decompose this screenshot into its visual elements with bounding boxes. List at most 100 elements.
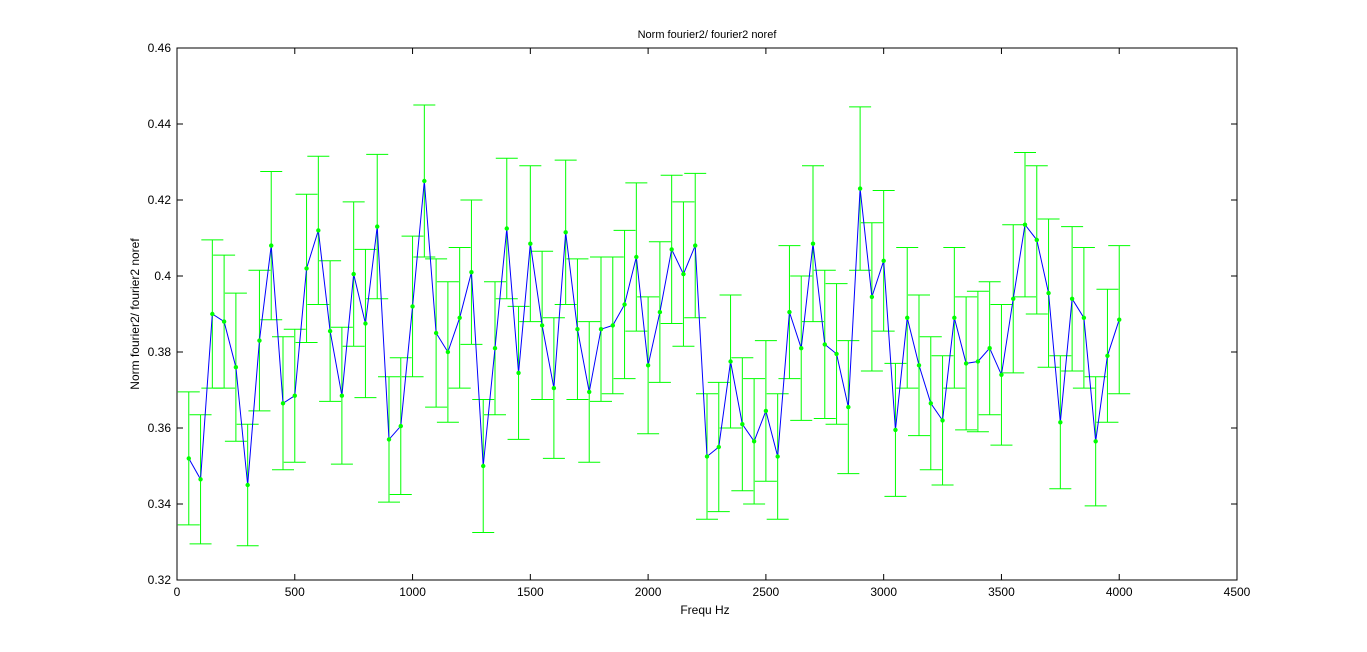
data-point xyxy=(846,404,851,410)
data-point xyxy=(751,439,757,444)
data-point xyxy=(693,243,698,248)
data-point xyxy=(1011,296,1016,301)
chart-title: Norm fourier2/ fourier2 noref xyxy=(638,29,778,41)
data-point xyxy=(869,294,875,300)
data-point xyxy=(834,351,839,357)
data-point xyxy=(1093,439,1098,444)
data-point xyxy=(386,437,392,442)
data-point xyxy=(221,319,227,324)
data-points xyxy=(186,178,1122,488)
data-point xyxy=(280,401,286,406)
data-point xyxy=(269,243,274,248)
x-tick-label: 4500 xyxy=(1224,585,1251,599)
data-point xyxy=(539,323,545,328)
data-point xyxy=(233,365,239,370)
series-line xyxy=(188,180,1120,486)
data-point xyxy=(398,423,403,429)
x-axis: 0 500 1000 1500 2000 2500 3000 3500 4000 4500 xyxy=(174,48,1251,599)
data-point xyxy=(634,254,639,260)
x-tick-label: 1500 xyxy=(517,585,544,599)
data-point xyxy=(740,422,745,427)
data-point xyxy=(716,444,721,450)
data-point xyxy=(799,346,804,351)
y-axis-label: Norm fourier2/ fourier2 noref xyxy=(128,238,142,390)
x-tick-label: 0 xyxy=(174,585,181,599)
data-point xyxy=(822,342,827,347)
y-tick-label: 0.32 xyxy=(148,573,172,587)
x-tick-label: 2000 xyxy=(635,585,662,599)
data-point xyxy=(999,372,1004,377)
data-point xyxy=(587,389,592,395)
data-point xyxy=(575,327,580,332)
data-point xyxy=(422,178,427,184)
data-point xyxy=(763,408,769,414)
x-tick-label: 4000 xyxy=(1106,585,1133,599)
data-point xyxy=(598,327,604,332)
data-point xyxy=(645,363,651,368)
data-point xyxy=(375,224,380,229)
x-tick-label: 500 xyxy=(285,585,305,599)
data-point xyxy=(681,271,686,277)
y-tick-label: 0.46 xyxy=(148,41,172,55)
data-point xyxy=(1069,296,1075,301)
data-point xyxy=(363,321,368,326)
data-point xyxy=(610,323,615,328)
data-point xyxy=(787,309,792,315)
data-point xyxy=(210,311,215,317)
data-point xyxy=(445,349,451,355)
data-point xyxy=(245,482,250,488)
data-point xyxy=(905,315,910,320)
data-point xyxy=(975,359,981,364)
data-point xyxy=(1022,222,1028,227)
data-point xyxy=(622,302,627,307)
x-tick-label: 1000 xyxy=(399,585,426,599)
y-tick-label: 0.4 xyxy=(154,269,171,283)
data-point xyxy=(916,363,922,368)
data-point xyxy=(351,271,356,277)
data-point xyxy=(881,258,886,263)
data-point xyxy=(669,247,674,252)
data-point xyxy=(1034,237,1039,243)
data-point xyxy=(292,393,297,398)
data-point xyxy=(304,266,309,271)
data-point xyxy=(257,338,262,343)
data-point xyxy=(928,401,933,406)
data-point xyxy=(481,463,486,469)
data-point xyxy=(551,385,557,391)
data-point xyxy=(469,270,474,275)
data-point xyxy=(857,186,863,191)
data-point xyxy=(186,456,191,461)
data-point xyxy=(504,226,509,231)
y-tick-label: 0.44 xyxy=(148,117,172,131)
y-tick-label: 0.36 xyxy=(148,421,172,435)
data-point xyxy=(316,228,321,233)
x-tick-label: 3500 xyxy=(988,585,1015,599)
data-point xyxy=(339,393,345,398)
data-point xyxy=(987,346,992,351)
data-point xyxy=(492,346,498,351)
y-tick-label: 0.42 xyxy=(148,193,172,207)
data-point xyxy=(728,359,733,364)
data-point xyxy=(516,370,521,376)
data-point xyxy=(1117,317,1122,322)
data-point xyxy=(1105,353,1110,358)
data-point xyxy=(1058,420,1063,425)
y-tick-label: 0.38 xyxy=(148,345,172,359)
x-tick-label: 2500 xyxy=(753,585,780,599)
y-axis: 0.32 0.34 0.36 0.38 0.4 0.42 0.44 0.46 xyxy=(148,41,1237,587)
data-point xyxy=(410,304,415,309)
data-point xyxy=(810,241,816,246)
data-point xyxy=(1081,315,1087,320)
data-point xyxy=(963,361,969,366)
data-point xyxy=(952,315,957,320)
data-point xyxy=(893,427,898,433)
x-axis-label: Frequ Hz xyxy=(680,603,729,617)
data-point xyxy=(775,454,780,459)
y-tick-label: 0.34 xyxy=(148,497,172,511)
data-point xyxy=(198,477,203,482)
data-point xyxy=(327,328,333,334)
data-point xyxy=(657,309,663,315)
data-point xyxy=(563,230,568,235)
